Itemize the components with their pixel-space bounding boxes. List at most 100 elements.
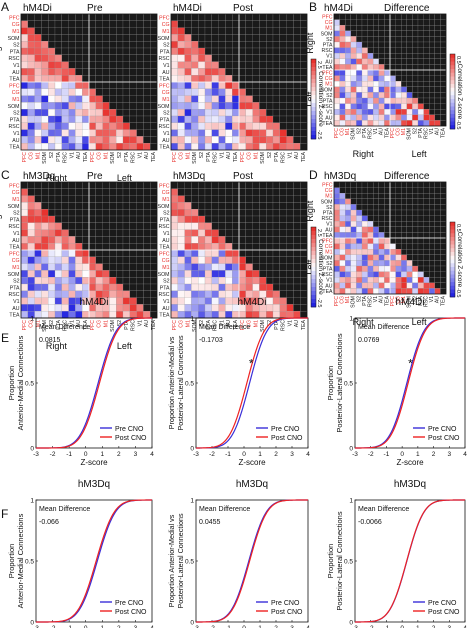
matrix-cell	[211, 115, 219, 123]
matrix-cell	[122, 270, 130, 278]
matrix-cell	[406, 249, 413, 255]
matrix-cell	[333, 260, 340, 267]
matrix-cell	[350, 198, 357, 205]
matrix-cell	[225, 34, 233, 42]
matrix-cell	[129, 311, 137, 319]
matrix-cell	[54, 256, 62, 264]
matrix-cell	[102, 61, 110, 69]
matrix-cell	[389, 243, 396, 250]
matrix-cell	[122, 202, 130, 210]
matrix-cell	[434, 75, 441, 82]
matrix-cell	[61, 283, 69, 291]
region-tick-label: AU	[294, 152, 300, 159]
matrix-cell	[293, 54, 301, 62]
matrix-cell	[238, 47, 246, 55]
matrix-cell	[116, 68, 124, 76]
colorbar-swatch	[311, 131, 316, 136]
matrix-cell	[191, 195, 199, 203]
matrix-cell	[412, 254, 419, 261]
legend-label: Pre CNO	[271, 426, 300, 433]
matrix-cell	[286, 109, 294, 117]
matrix-cell	[373, 53, 379, 59]
matrix-cell	[245, 68, 253, 76]
matrix-cell	[34, 270, 42, 278]
matrix-cell	[434, 221, 441, 227]
matrix-cell	[345, 243, 351, 250]
matrix-cell	[406, 265, 413, 272]
matrix-cell	[339, 19, 346, 26]
matrix-cell	[300, 181, 308, 189]
matrix-cell	[238, 195, 246, 203]
x-tick-label: 0	[242, 451, 246, 458]
y-tick-label: 0.5	[185, 381, 194, 388]
matrix-cell	[417, 226, 424, 233]
matrix-cell	[300, 249, 308, 257]
region-tick-label: RSC	[159, 224, 170, 230]
matrix-cell	[272, 102, 280, 110]
matrix-cell	[88, 277, 96, 285]
matrix-cell	[198, 202, 206, 210]
matrix-cell	[143, 270, 151, 278]
colorbar-swatch	[311, 91, 316, 96]
panel-title: hM4Di	[324, 3, 353, 14]
matrix-cell	[225, 304, 233, 312]
matrix-cell	[412, 36, 419, 43]
matrix-cell	[27, 181, 35, 189]
colorbar-swatch	[450, 263, 455, 268]
matrix-cell	[95, 102, 103, 110]
matrix-cell	[356, 204, 363, 211]
matrix-cell	[143, 81, 151, 89]
matrix-cell	[252, 27, 260, 35]
matrix-cell	[373, 92, 379, 99]
matrix-cell	[389, 282, 396, 289]
matrix-cell	[361, 81, 368, 87]
matrix-cell	[339, 221, 346, 227]
matrix-cell	[423, 198, 430, 205]
matrix-cell	[440, 215, 447, 222]
matrix-cell	[417, 271, 424, 278]
colorbar-label: Correlation Z-score	[317, 71, 324, 127]
matrix-cell	[54, 54, 62, 62]
matrix-cell	[122, 95, 130, 103]
matrix-cell	[266, 188, 274, 196]
stat-label: Mean Difference	[199, 324, 250, 331]
region-tick-label: S2	[199, 320, 205, 326]
matrix-cell	[401, 64, 407, 71]
matrix-cell	[109, 109, 117, 117]
matrix-cell	[389, 47, 396, 54]
region-tick-label: S2	[326, 37, 332, 43]
matrix-cell	[218, 304, 226, 312]
matrix-cell	[412, 237, 419, 244]
matrix-cell	[238, 236, 246, 244]
region-tick-label: SOM	[321, 255, 333, 261]
region-tick-label: RSC	[9, 292, 20, 298]
matrix-cell	[184, 202, 192, 210]
matrix-cell	[102, 277, 110, 285]
matrix-cell	[82, 256, 90, 264]
matrix-cell	[198, 263, 206, 271]
matrix-cell	[27, 136, 35, 144]
matrix-cell	[245, 129, 253, 137]
matrix-cell	[350, 114, 357, 121]
matrix-cell	[41, 75, 49, 83]
matrix-cell	[109, 68, 117, 76]
matrix-cell	[75, 27, 83, 35]
matrix-cell	[356, 81, 363, 87]
matrix-cell	[27, 102, 35, 110]
matrix-cell	[367, 265, 374, 272]
region-tick-label: V1	[287, 320, 293, 326]
matrix-cell	[286, 20, 294, 28]
matrix-cell	[177, 68, 185, 76]
matrix-cell	[279, 290, 287, 298]
matrix-cell	[34, 27, 42, 35]
matrix-cell	[345, 193, 351, 199]
matrix-cell	[345, 25, 351, 31]
matrix-cell	[339, 181, 346, 188]
matrix-cell	[150, 34, 158, 42]
matrix-cell	[339, 92, 346, 99]
matrix-cell	[48, 115, 56, 123]
matrix-cell	[395, 249, 402, 255]
matrix-cell	[339, 109, 346, 115]
matrix-cell	[198, 13, 206, 21]
region-tick-label: TEA	[233, 319, 239, 330]
